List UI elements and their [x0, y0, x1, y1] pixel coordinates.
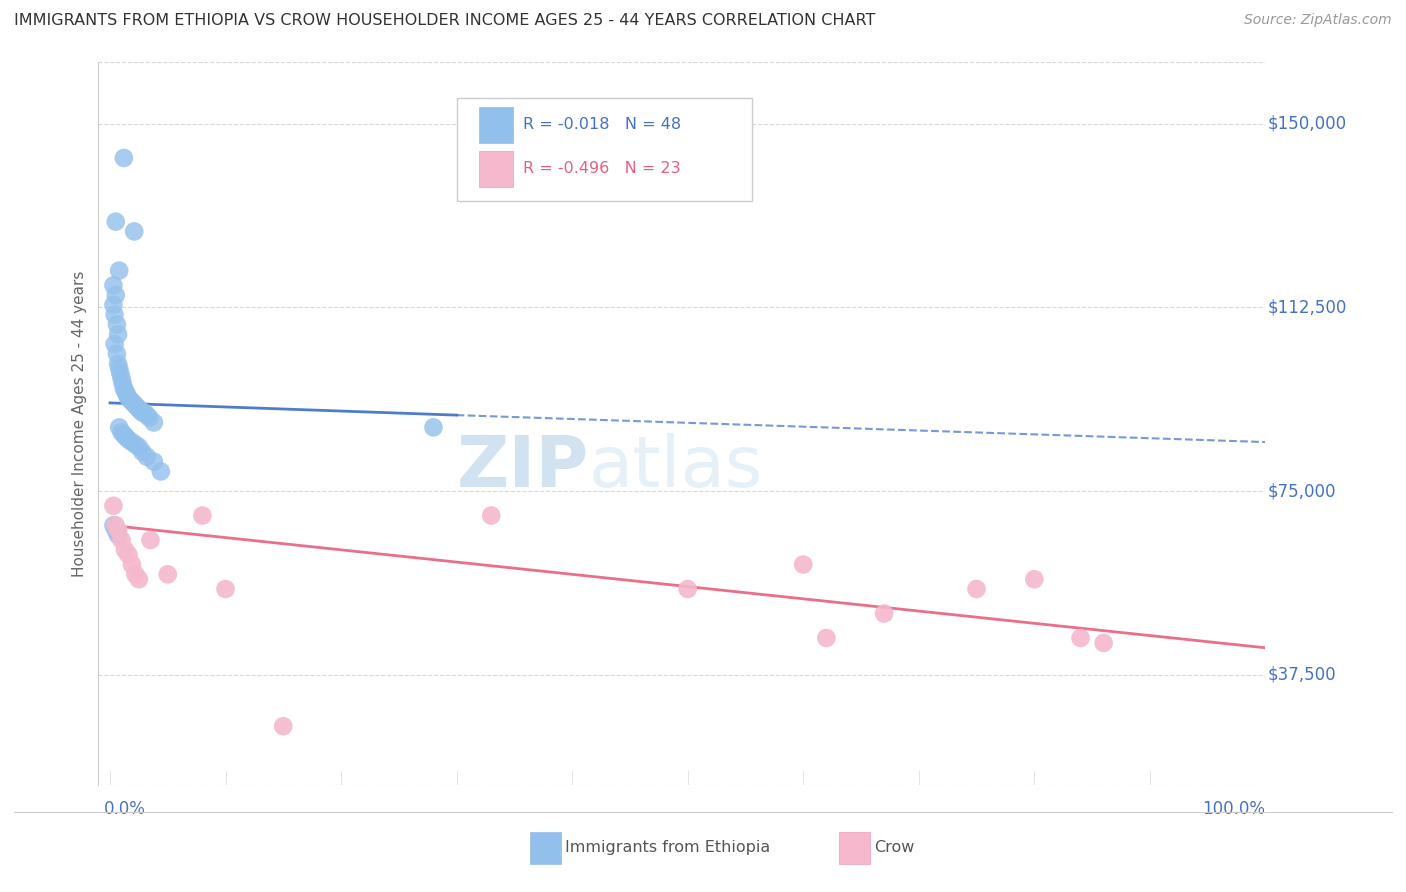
Point [124, 398, 146, 412]
Point [117, 433, 139, 447]
Point [104, 308, 127, 322]
Point [105, 347, 128, 361]
Point [114, 384, 136, 398]
Point [104, 518, 127, 533]
Point [122, 224, 145, 238]
Point [117, 548, 139, 562]
Text: 100.0%: 100.0% [1202, 799, 1265, 818]
Point [112, 427, 135, 442]
Point [1070, 631, 1092, 645]
Point [103, 278, 125, 293]
Text: R = -0.018   N = 48: R = -0.018 N = 48 [523, 117, 681, 132]
Point [103, 499, 125, 513]
Point [122, 396, 145, 410]
Point [105, 318, 128, 332]
Point [131, 445, 153, 459]
Point [134, 406, 156, 420]
Point [107, 327, 129, 342]
Point [124, 437, 146, 451]
Point [107, 357, 129, 371]
Point [110, 533, 132, 547]
Point [149, 465, 172, 479]
Point [127, 401, 149, 415]
Point [271, 719, 294, 733]
Point [128, 440, 150, 454]
Point [479, 508, 502, 523]
Point [103, 298, 125, 312]
Y-axis label: Householder Income Ages 25 - 44 years: Householder Income Ages 25 - 44 years [72, 270, 87, 577]
Text: $75,000: $75,000 [1268, 482, 1336, 500]
Point [108, 361, 131, 376]
Point [117, 391, 139, 405]
Point [138, 410, 160, 425]
Point [110, 371, 132, 385]
Text: atlas: atlas [589, 433, 763, 501]
Point [108, 263, 131, 277]
Point [142, 455, 165, 469]
Point [815, 631, 838, 645]
Point [1024, 572, 1046, 586]
Point [676, 582, 699, 596]
Point [121, 435, 143, 450]
Text: R = -0.496   N = 23: R = -0.496 N = 23 [523, 161, 681, 176]
Text: IMMIGRANTS FROM ETHIOPIA VS CROW HOUSEHOLDER INCOME AGES 25 - 44 YEARS CORRELATI: IMMIGRANTS FROM ETHIOPIA VS CROW HOUSEHO… [14, 13, 876, 29]
Point [191, 508, 214, 523]
Point [124, 567, 146, 582]
Point [115, 386, 138, 401]
Point [156, 567, 179, 582]
Point [966, 582, 988, 596]
Point [136, 408, 159, 422]
Text: $37,500: $37,500 [1268, 665, 1336, 684]
Text: $112,500: $112,500 [1268, 298, 1347, 317]
Text: Immigrants from Ethiopia: Immigrants from Ethiopia [565, 840, 770, 855]
Point [792, 558, 814, 572]
Point [139, 533, 162, 547]
Text: 0.0%: 0.0% [104, 799, 146, 818]
Point [131, 406, 153, 420]
Text: $150,000: $150,000 [1268, 115, 1347, 133]
Point [110, 425, 132, 440]
Point [117, 388, 139, 402]
Point [142, 416, 165, 430]
Point [214, 582, 236, 596]
Point [104, 337, 127, 351]
Point [121, 558, 143, 572]
Point [107, 523, 129, 537]
Point [108, 420, 131, 434]
Text: Crow: Crow [875, 840, 915, 855]
Point [129, 403, 152, 417]
Text: Source: ZipAtlas.com: Source: ZipAtlas.com [1244, 13, 1392, 28]
Point [873, 607, 896, 621]
Point [422, 420, 444, 434]
Point [107, 528, 129, 542]
Point [115, 430, 138, 444]
Point [114, 542, 136, 557]
Point [128, 572, 150, 586]
Point [104, 288, 127, 302]
Point [104, 523, 127, 537]
Point [136, 450, 159, 464]
Point [120, 393, 142, 408]
Point [111, 376, 134, 391]
Point [104, 214, 127, 228]
Point [103, 518, 125, 533]
Text: ZIP: ZIP [457, 433, 589, 501]
Point [112, 151, 135, 165]
Point [110, 367, 132, 381]
Point [1092, 636, 1115, 650]
Point [112, 381, 135, 395]
